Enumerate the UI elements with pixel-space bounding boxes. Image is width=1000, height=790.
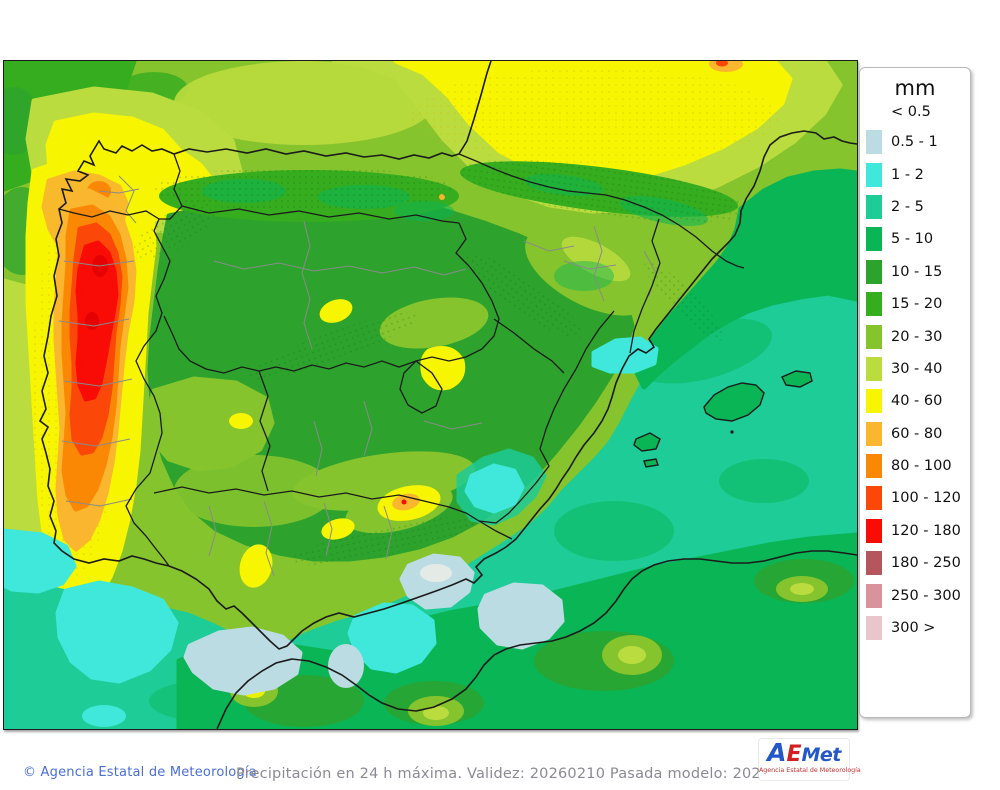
legend-entry-label: 100 - 120: [891, 490, 961, 507]
legend-entry: 120 - 180: [860, 515, 970, 547]
legend-color-swatch: [866, 162, 882, 187]
legend-panel: mm < 0.5 0.5 - 1 1 - 2 2 - 5 5 - 10 10 -…: [859, 67, 971, 718]
legend-color-swatch: [866, 421, 882, 446]
precipitation-map-svg: [4, 61, 857, 729]
legend-color-swatch: [866, 616, 882, 641]
legend-entry: 30 - 40: [860, 353, 970, 385]
legend-color-swatch: [866, 389, 882, 414]
legend-entry: 20 - 30: [860, 320, 970, 352]
aemet-logo-wordmark: AEMet: [767, 738, 841, 767]
legend-color-swatch: [866, 583, 882, 608]
legend-color-swatch: [866, 486, 882, 511]
province-boundaries: [58, 175, 657, 577]
legend-entry: 0.5 - 1: [860, 126, 970, 158]
legend-entry: 10 - 15: [860, 256, 970, 288]
legend-entry-label: 20 - 30: [891, 328, 943, 345]
legend-entry-label: 180 - 250: [891, 555, 961, 572]
legend-entry-label: 5 - 10: [891, 231, 934, 248]
legend-entry-label: 60 - 80: [891, 425, 943, 442]
portugal-border: [58, 208, 171, 567]
legend-entry-label: 120 - 180: [891, 522, 961, 539]
legend-entry-label: 250 - 300: [891, 587, 961, 604]
legend-entry: 5 - 10: [860, 223, 970, 255]
legend-entry: 40 - 60: [860, 385, 970, 417]
legend-entries: 0.5 - 1 1 - 2 2 - 5 5 - 10 10 - 15 15 - …: [860, 126, 970, 644]
legend-entry: 100 - 120: [860, 482, 970, 514]
legend-color-swatch: [866, 194, 882, 219]
legend-color-swatch: [866, 324, 882, 349]
legend-entry-label: 30 - 40: [891, 360, 943, 377]
legend-entry: 1 - 2: [860, 158, 970, 190]
legend-nodata-label: < 0.5: [891, 104, 931, 120]
aemet-logo: AEMet Agencia Estatal de Meteorología: [759, 738, 861, 780]
legend-entry: 180 - 250: [860, 547, 970, 579]
france-border: [458, 153, 745, 269]
legend-entry: 15 - 20: [860, 288, 970, 320]
legend-entry-label: 2 - 5: [891, 198, 924, 215]
legend-title: mm: [894, 76, 936, 100]
coastline: [38, 61, 857, 729]
legend-color-swatch: [866, 130, 882, 155]
legend-entry-label: 15 - 20: [891, 296, 943, 313]
legend-color-swatch: [866, 292, 882, 317]
legend-entry-label: 40 - 60: [891, 393, 943, 410]
legend-color-swatch: [866, 356, 882, 381]
region-boundaries: [58, 153, 745, 567]
legend-entry-label: 1 - 2: [891, 166, 924, 183]
legend-entry: 250 - 300: [860, 579, 970, 611]
map-canvas: © Agencia Estatal de Meteorología Precip…: [3, 60, 861, 782]
legend-entry: 60 - 80: [860, 418, 970, 450]
legend-entry: 2 - 5: [860, 191, 970, 223]
legend-color-swatch: [866, 454, 882, 479]
relief-texture: [134, 159, 748, 566]
legend-entry-label: 10 - 15: [891, 263, 943, 280]
legend-color-swatch: [866, 551, 882, 576]
legend-entry-label: 0.5 - 1: [891, 134, 938, 151]
legend-color-swatch: [866, 227, 882, 252]
legend-entry: 80 - 100: [860, 450, 970, 482]
legend-entry: 300 >: [860, 612, 970, 644]
aemet-logo-subtitle: Agencia Estatal de Meteorología: [759, 767, 861, 774]
africa-coastline: [216, 550, 857, 729]
legend-entry-label: 300 >: [891, 620, 936, 637]
balearic-islands: [633, 370, 813, 468]
legend-color-swatch: [866, 518, 882, 543]
legend-color-swatch: [866, 259, 882, 284]
copyright-text: © Agencia Estatal de Meteorología: [23, 765, 257, 780]
map-caption: Precipitación en 24 h máxima. Validez: 2…: [236, 766, 827, 782]
legend-entry-label: 80 - 100: [891, 458, 952, 475]
